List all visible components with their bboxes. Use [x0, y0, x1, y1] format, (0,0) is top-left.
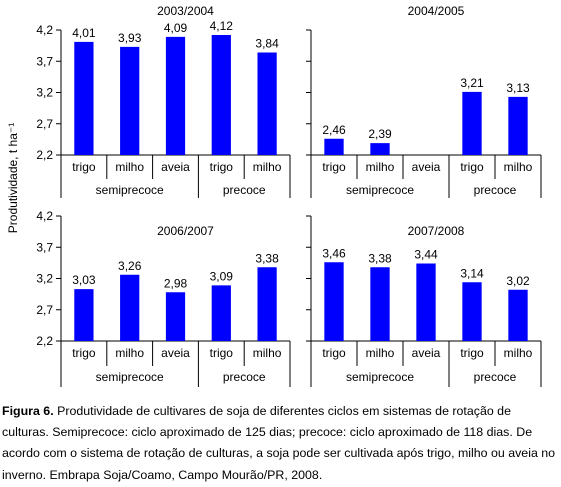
chart-title: 2004/2005: [408, 4, 465, 18]
group-label: precoce: [223, 183, 266, 197]
y-tick-label: 3,2: [36, 86, 53, 100]
bar: [508, 289, 528, 341]
bar: [508, 96, 528, 155]
data-label: 3,09: [210, 269, 234, 283]
group-label: semiprecoce: [96, 370, 164, 384]
category-label: aveia: [412, 160, 441, 174]
category-label: aveia: [412, 346, 441, 360]
y-tick-label: 2,2: [36, 148, 53, 162]
data-label: 3,26: [118, 259, 142, 273]
chart-panel-4: 2007/2008 3,46 trigo 3,38 milho 3,44 aveia 3,14…: [306, 215, 542, 387]
category-label: milho: [504, 160, 533, 174]
category-label: aveia: [161, 346, 190, 360]
bar: [324, 138, 344, 155]
group-label: semiprecoce: [346, 370, 414, 384]
category-label: trigo: [460, 160, 484, 174]
group-label: precoce: [474, 183, 517, 197]
bar: [165, 292, 186, 341]
chart-title: 2003/2004: [157, 4, 214, 18]
bar: [416, 263, 436, 341]
group-label: precoce: [223, 370, 266, 384]
data-label: 3,84: [255, 37, 279, 51]
bar: [74, 41, 94, 155]
data-label: 3,13: [506, 81, 530, 95]
chart-title: 2007/2008: [408, 224, 465, 238]
category-label: milho: [253, 346, 282, 360]
data-label: 4,12: [210, 19, 234, 33]
caption-text: Produtividade de cultivares de soja de d…: [2, 404, 556, 482]
y-tick-label: 3,2: [36, 272, 53, 286]
group-label: semiprecoce: [96, 183, 164, 197]
chart-panels: 2003/2004 2,2 2,7 3,2 3,7 4,2 4,01 trigo 3,93 mil…: [36, 4, 542, 387]
y-tick-label: 2,7: [36, 117, 53, 131]
bar: [324, 262, 344, 341]
data-label: 3,46: [322, 246, 346, 260]
category-label: milho: [115, 346, 144, 360]
bar: [120, 46, 140, 155]
data-label: 2,98: [164, 276, 188, 290]
data-label: 3,02: [506, 274, 530, 288]
bar: [370, 143, 390, 155]
data-label: 2,39: [368, 127, 392, 141]
chart-title: 2006/2007: [157, 224, 214, 238]
category-label: trigo: [210, 160, 234, 174]
category-label: trigo: [72, 160, 96, 174]
bar: [257, 267, 277, 341]
figure-caption: Figura 6. Produtividade de cultivares de…: [2, 401, 558, 486]
y-tick-label: 2,2: [36, 334, 53, 348]
bar: [462, 91, 482, 155]
y-tick-label: 3,7: [36, 240, 53, 254]
data-label: 3,03: [72, 273, 96, 287]
category-label: milho: [366, 346, 395, 360]
bar: [211, 285, 231, 341]
y-tick-label: 4,2: [36, 209, 53, 223]
data-label: 3,21: [460, 76, 484, 90]
category-label: trigo: [460, 346, 484, 360]
data-label: 2,46: [322, 123, 346, 137]
productivity-figure: Produtividade, t ha⁻¹ 2003/2004 2,2 2,7 3,2…: [6, 4, 542, 387]
category-label: trigo: [210, 346, 234, 360]
bar: [370, 267, 390, 341]
category-label: trigo: [72, 346, 96, 360]
category-label: milho: [366, 160, 395, 174]
bar: [462, 282, 482, 341]
chart-panel-1: 2003/2004 2,2 2,7 3,2 3,7 4,2 4,01 trigo 3,93 mil…: [36, 4, 291, 198]
category-label: milho: [504, 346, 533, 360]
data-label: 3,14: [460, 266, 484, 280]
category-label: aveia: [161, 160, 190, 174]
data-label: 4,09: [164, 21, 188, 35]
y-tick-label: 2,7: [36, 303, 53, 317]
data-label: 3,93: [118, 31, 142, 45]
y-tick-label: 4,2: [36, 23, 53, 37]
data-label: 3,44: [414, 248, 438, 262]
caption-label: Figura 6.: [2, 404, 54, 418]
bar: [120, 274, 140, 341]
group-label: precoce: [474, 370, 517, 384]
category-label: milho: [253, 160, 282, 174]
chart-panel-2: 2004/2005 2,46 trigo 2,39 milho aveia 3,21 trig…: [306, 4, 542, 198]
chart-panel-3: 2006/2007 2,2 2,7 3,2 3,7 4,2 3,03 trigo 3,26 mil…: [36, 209, 291, 387]
category-label: trigo: [322, 346, 346, 360]
bar: [257, 52, 277, 155]
category-label: milho: [115, 160, 144, 174]
category-label: trigo: [322, 160, 346, 174]
y-axis-label: Produtividade, t ha⁻¹: [6, 123, 20, 233]
data-label: 3,38: [368, 251, 392, 265]
group-label: semiprecoce: [346, 183, 414, 197]
data-label: 3,38: [255, 251, 279, 265]
bar: [74, 289, 94, 341]
y-tick-label: 3,7: [36, 54, 53, 68]
bar: [165, 36, 186, 155]
data-label: 4,01: [72, 26, 96, 40]
bar: [211, 35, 231, 155]
